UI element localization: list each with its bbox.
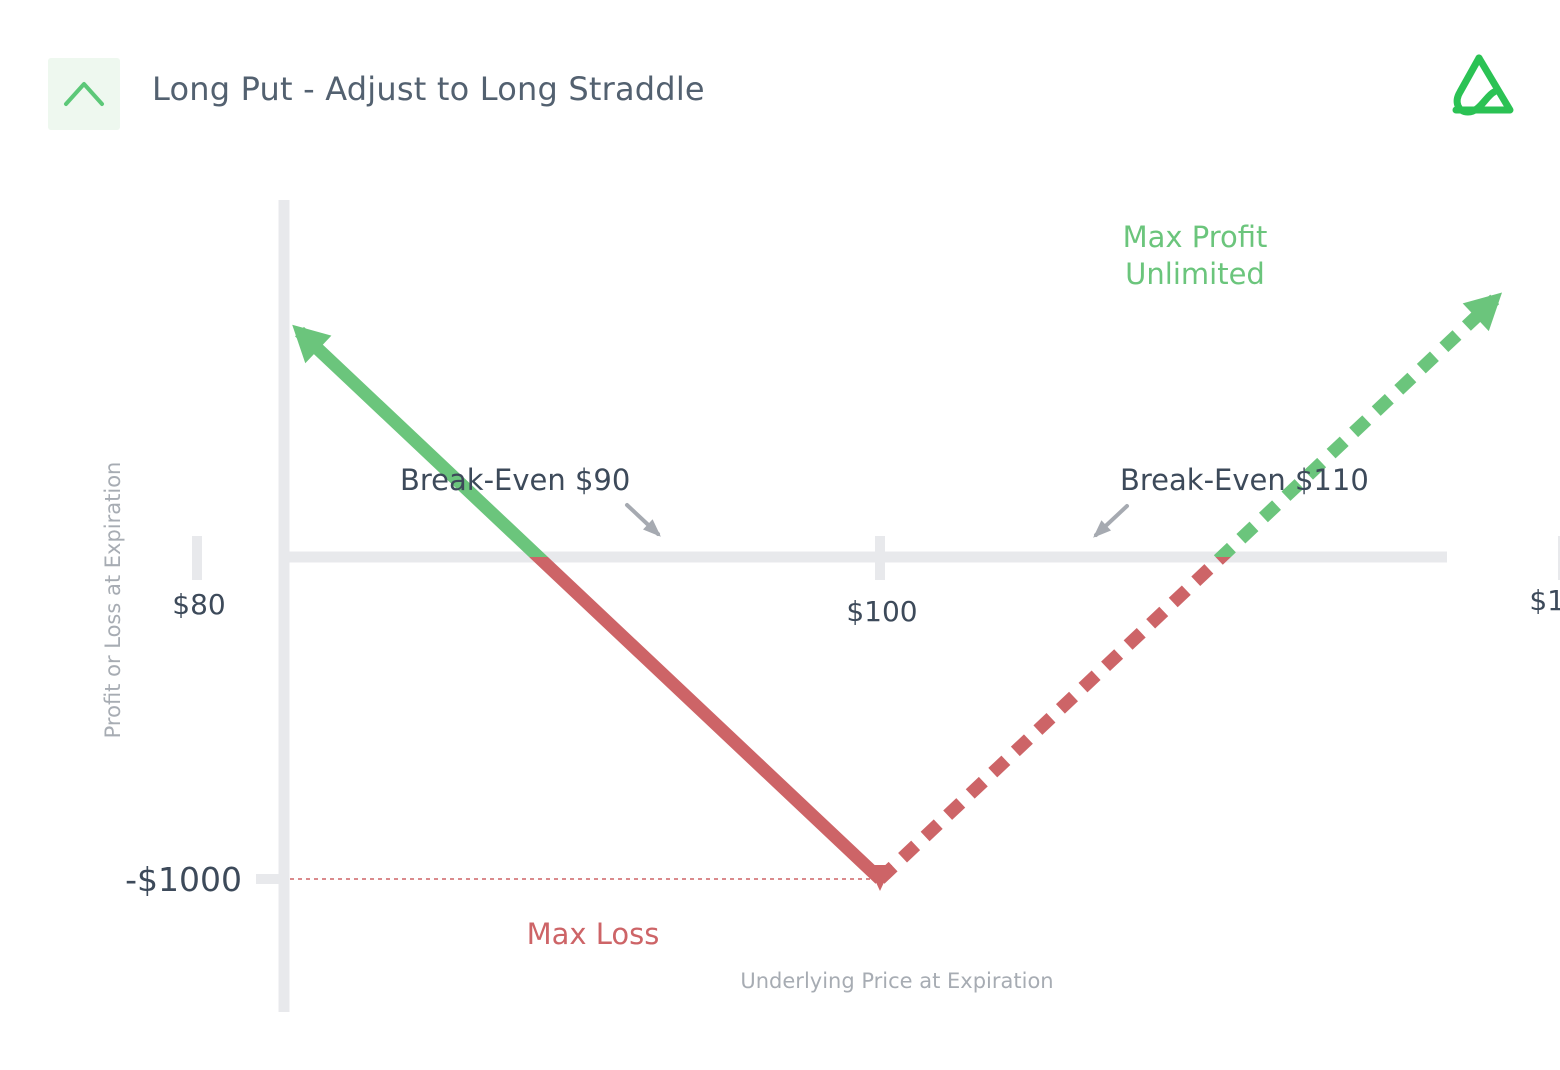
payoff-line-solid-above (295, 326, 548, 557)
chevron-up-icon (64, 82, 104, 106)
break-even-left-pointer-head (643, 519, 661, 537)
y-axis-title: Profit or Loss at Expiration (101, 462, 125, 739)
break-even-right-pointer-head (1093, 520, 1111, 538)
profit-arrowhead (292, 324, 332, 364)
break-even-left-label: Break-Even $90 (400, 463, 630, 497)
page-title: Long Put - Adjust to Long Straddle (152, 70, 705, 108)
collapse-toggle-button[interactable] (48, 58, 120, 130)
break-even-right-label: Break-Even $110 (1120, 463, 1369, 497)
brand-logo-icon (1452, 54, 1514, 116)
x-tick-label: $80 (172, 588, 225, 621)
x-tick-label: $100 (846, 595, 917, 628)
x-tick-label: $120 (1529, 584, 1560, 617)
y-tick-label: -$1000 (125, 860, 242, 899)
payoff-line-solid-below (529, 557, 885, 884)
max-profit-label: Max Profit (1123, 220, 1268, 254)
payoff-line-dashed-above (1212, 294, 1500, 557)
x-axis-title: Underlying Price at Expiration (740, 969, 1053, 993)
max-loss-label: Max Loss (527, 917, 660, 951)
payoff-line-dashed-below (875, 557, 1231, 884)
max-profit-sublabel: Unlimited (1125, 257, 1265, 291)
max-loss-vertex (868, 865, 892, 891)
profit-arrowhead (1462, 292, 1502, 332)
